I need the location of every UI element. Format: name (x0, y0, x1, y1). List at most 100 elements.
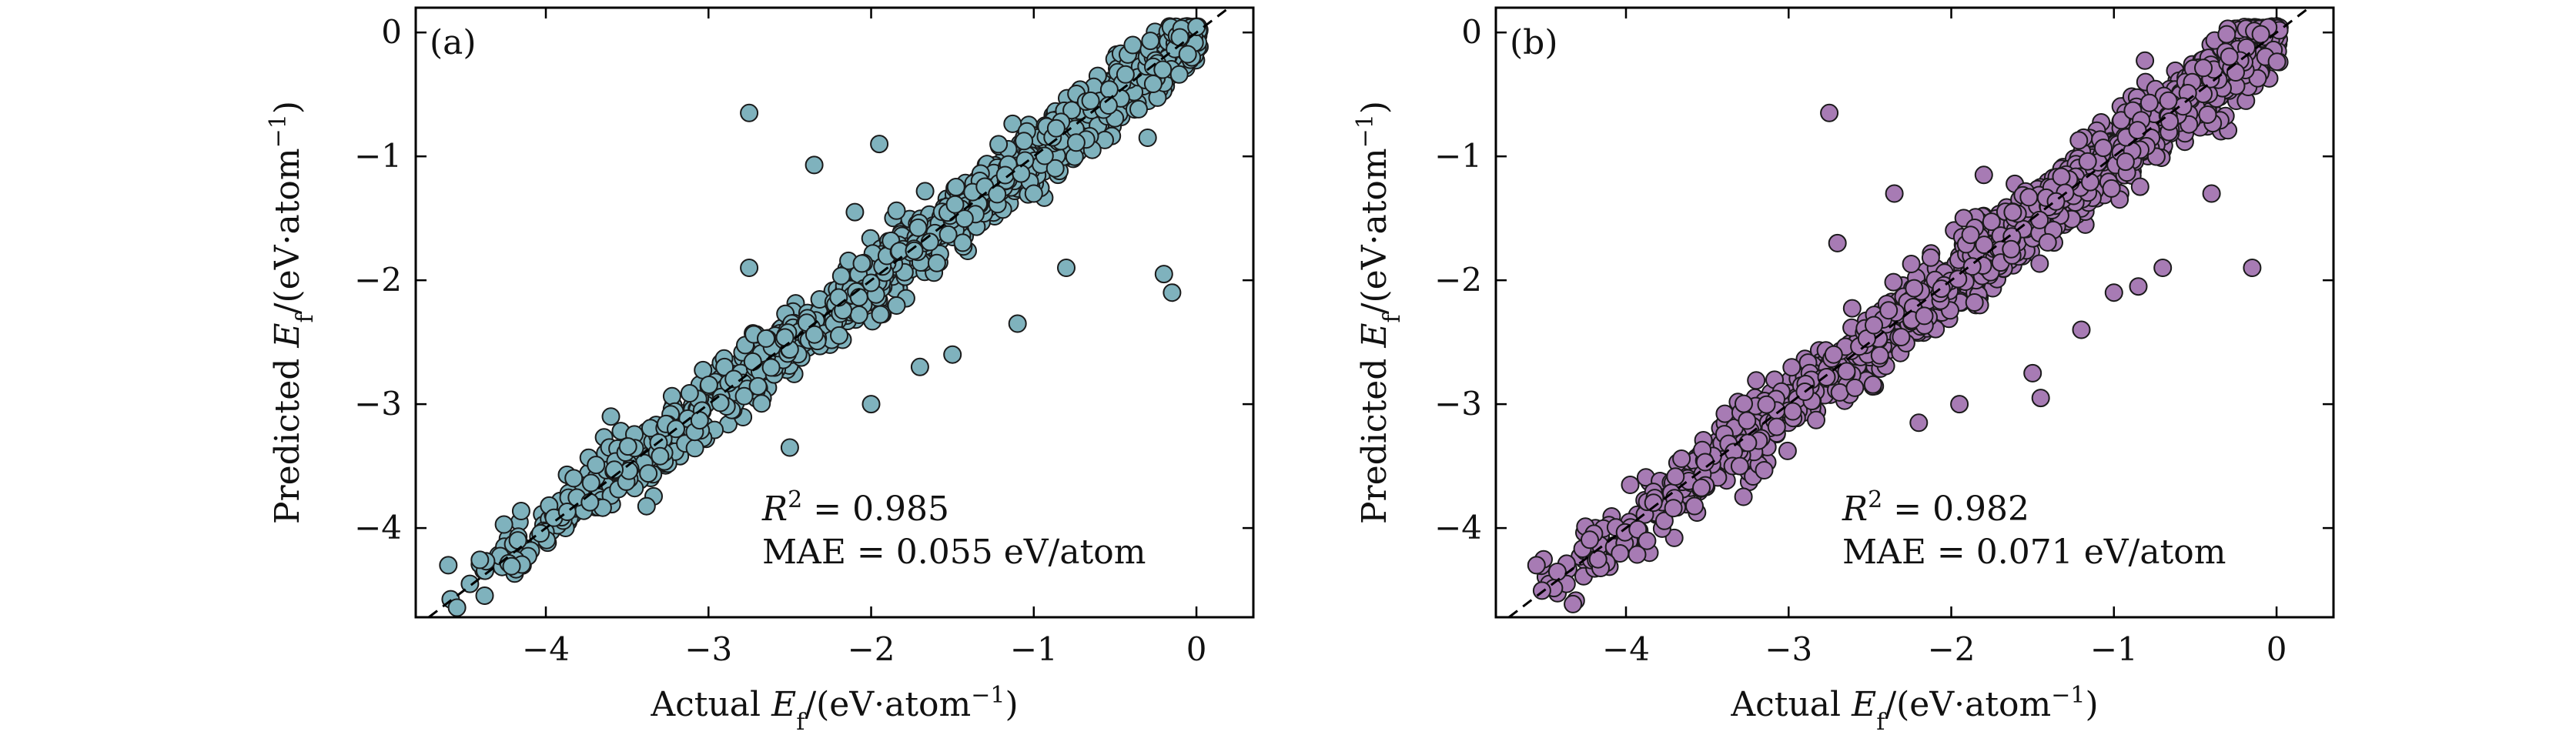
data-point (1664, 528, 1684, 547)
data-point (1170, 28, 1189, 47)
data-point (1057, 259, 1076, 277)
y-tick-label: −2 (1434, 261, 1482, 299)
data-point (1141, 32, 1160, 51)
data-point (2139, 93, 2159, 112)
data-point (1824, 345, 1843, 364)
data-point (849, 306, 868, 324)
data-point (1547, 563, 1567, 581)
data-point (1782, 358, 1802, 377)
data-point (2023, 363, 2042, 383)
data-point (1755, 461, 1774, 479)
data-point (580, 493, 600, 512)
data-point (908, 218, 928, 237)
data-point (910, 357, 929, 376)
data-point (1129, 99, 1148, 119)
data-point (601, 407, 621, 426)
data-point (2128, 121, 2147, 140)
data-point (1747, 371, 1766, 390)
data-point (946, 178, 965, 196)
data-point (439, 556, 458, 575)
data-point (1982, 212, 2001, 232)
data-point (1738, 411, 1757, 430)
data-point (2072, 320, 2091, 339)
x-axis-label-a: Actual Ef/(eV·atom−1) (650, 682, 1018, 735)
scatter-points-a (439, 17, 1209, 617)
data-point (2136, 51, 2155, 70)
x-tick-label: 0 (2267, 630, 2287, 668)
data-point (2159, 91, 2178, 110)
data-point (1845, 378, 1865, 397)
y-tick-label: −3 (1434, 385, 1482, 423)
data-point (955, 209, 974, 229)
data-point (2102, 179, 2121, 198)
data-point (1654, 511, 1674, 530)
y-tick-label: −4 (354, 509, 402, 546)
data-point (587, 456, 606, 475)
data-point (805, 325, 824, 344)
x-tick-label: −2 (1928, 630, 1975, 668)
data-point (1828, 233, 1847, 252)
data-point (2217, 25, 2236, 44)
data-point (2078, 152, 2097, 171)
x-tick-label: −4 (522, 630, 570, 668)
data-point (1163, 283, 1182, 302)
data-point (905, 241, 924, 260)
data-point (761, 358, 781, 377)
panel-label-b: (b) (1510, 23, 1558, 62)
data-point (1153, 60, 1173, 79)
data-point (508, 531, 527, 550)
data-point (1842, 299, 1862, 318)
data-point (1807, 410, 1825, 429)
data-point (1012, 164, 1031, 183)
data-point (1735, 394, 1753, 413)
data-point (2243, 259, 2262, 277)
x-tick-label: −1 (2090, 630, 2138, 668)
plot-frame-a (414, 6, 1255, 619)
data-point (1884, 272, 1903, 292)
panel-label-a: (a) (430, 23, 477, 62)
data-point (1778, 441, 1797, 460)
data-point (870, 135, 889, 154)
data-point (1965, 293, 1984, 312)
x-tick-label: −1 (1010, 630, 1058, 668)
r2-stat-a: R2 = 0.985 (761, 486, 949, 530)
data-point (2202, 184, 2221, 203)
data-point (1820, 103, 1839, 122)
data-point (1527, 556, 1546, 575)
data-point (1138, 129, 1157, 147)
data-point (685, 439, 704, 458)
data-point (1734, 487, 1753, 506)
data-point (938, 225, 958, 244)
data-point (915, 182, 935, 201)
y-tick-labels-a: −4 −3 −2 −1 0 (354, 13, 402, 546)
data-point (637, 496, 656, 516)
data-point (2129, 277, 2148, 296)
x-tick-labels-a: −4 −3 −2 −1 0 (522, 630, 1206, 668)
data-point (1902, 255, 1921, 273)
data-point (1961, 226, 1980, 245)
scatter-points-b (1527, 17, 2289, 613)
data-point (1003, 114, 1022, 133)
data-point (1666, 467, 1685, 486)
data-point (831, 266, 851, 286)
panel-a: −4 −3 −2 −1 0 −4 −3 −2 −1 0 (a) R2 = 0.9… (265, 6, 1255, 735)
data-point (2251, 25, 2270, 44)
data-point (2019, 188, 2039, 207)
data-point (845, 202, 865, 222)
data-point (830, 326, 848, 345)
data-point (460, 574, 480, 593)
data-point (775, 328, 795, 347)
y-tick-label: 0 (1461, 13, 1482, 51)
data-point (1921, 248, 1940, 267)
x-tick-label: −4 (1602, 630, 1650, 668)
data-point (1975, 236, 1994, 255)
identity-line-a (427, 6, 1230, 619)
data-point (1024, 184, 1043, 203)
y-tick-label: −1 (354, 137, 402, 175)
data-point (639, 464, 658, 483)
data-point (1909, 413, 1929, 433)
data-point (1863, 375, 1882, 394)
data-point (662, 386, 681, 406)
data-point (2194, 58, 2213, 78)
